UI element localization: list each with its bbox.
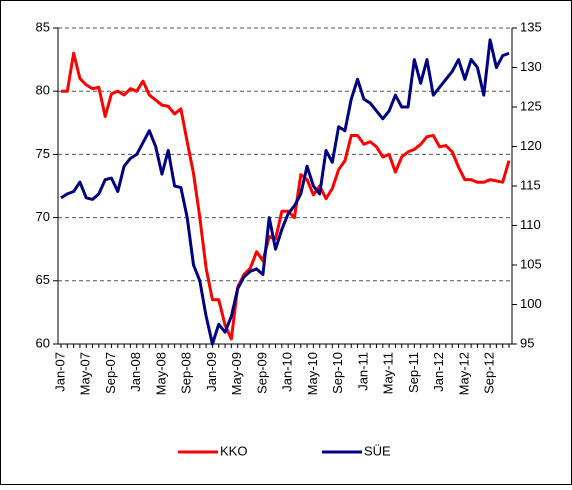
x-tick-label: Jan-11	[355, 352, 370, 391]
x-tick-label: May-10	[305, 352, 320, 395]
y2-tick-label: 105	[520, 256, 542, 271]
y-tick-label: 65	[36, 272, 50, 287]
x-tick-label: Sep-07	[103, 352, 118, 394]
y2-tick-label: 115	[520, 177, 541, 192]
x-tick-label: Jan-08	[128, 352, 143, 392]
x-tick-label: May-09	[229, 352, 244, 395]
x-tick-label: Jan-07	[52, 352, 67, 392]
y-tick-label: 60	[36, 335, 50, 350]
x-tick-label: Sep-11	[406, 352, 421, 393]
x-tick-label: Sep-09	[254, 352, 269, 394]
y2-tick-label: 135	[520, 19, 542, 34]
legend-label: KKO	[220, 443, 247, 458]
y-tick-label: 85	[36, 19, 50, 34]
x-tick-label: Sep-08	[179, 352, 194, 394]
x-tick-label: Jan-12	[431, 352, 446, 392]
x-tick-label: May-11	[381, 352, 396, 394]
x-tick-label: May-08	[153, 352, 168, 395]
y2-tick-label: 120	[520, 138, 542, 153]
line-series	[60, 38, 510, 346]
y2-tick-label: 130	[520, 59, 542, 74]
y2-tick-label: 125	[520, 98, 542, 113]
y-tick-label: 70	[36, 209, 50, 224]
y2-tick-label: 95	[520, 335, 534, 350]
x-tick-label: Sep-12	[482, 352, 497, 394]
x-tick-label: Jan-10	[280, 352, 295, 392]
legend-label: SÜE	[364, 443, 391, 458]
y2-tick-label: 100	[520, 296, 542, 311]
y-tick-label: 75	[36, 146, 50, 161]
y2-tick-label: 110	[520, 217, 541, 232]
x-tick-label: May-07	[78, 352, 93, 395]
line-series	[61, 51, 511, 341]
x-tick-label: May-12	[456, 352, 471, 395]
x-tick-label: Sep-10	[330, 352, 345, 394]
y-tick-label: 80	[36, 83, 50, 98]
x-tick-label: Jan-09	[204, 352, 219, 392]
